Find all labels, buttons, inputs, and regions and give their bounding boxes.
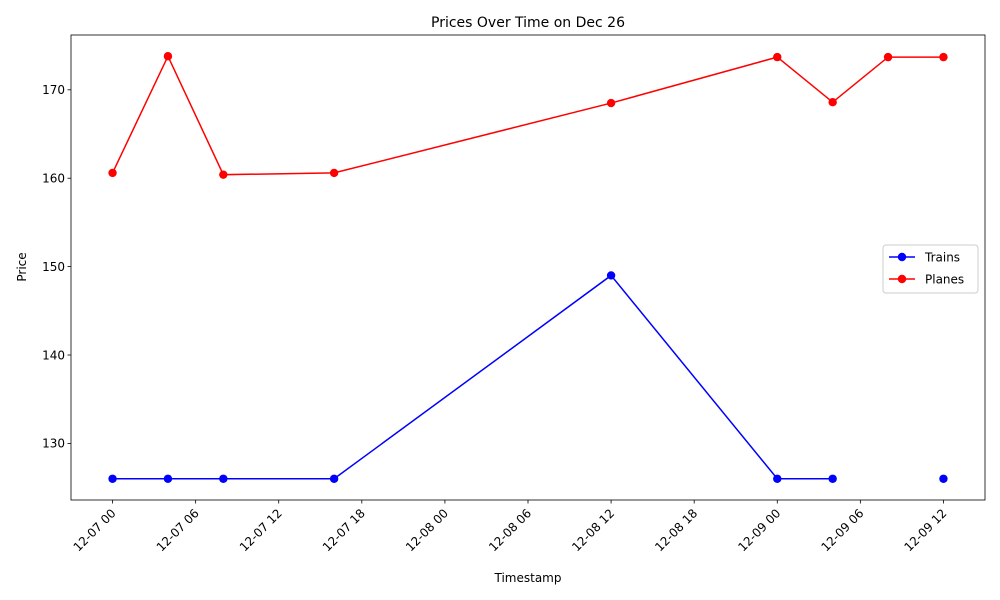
data-point-trains-3	[329, 474, 339, 483]
legend-marker-trains	[897, 252, 907, 262]
y-tick-label-1: 140	[42, 348, 65, 362]
legend: Trains Planes	[882, 244, 979, 294]
data-point-planes-5	[773, 52, 782, 62]
data-point-planes-8	[939, 52, 948, 62]
data-point-trains-5	[773, 474, 782, 483]
data-point-planes-7	[883, 52, 893, 62]
y-tick-label-2: 150	[42, 260, 65, 274]
data-point-trains-4	[606, 271, 616, 280]
data-point-planes-3	[329, 168, 339, 178]
data-point-trains-1	[163, 474, 173, 483]
data-point-trains-7	[939, 474, 948, 483]
y-tick-label-3: 160	[42, 172, 65, 186]
plot-layer	[108, 52, 948, 483]
data-point-planes-2	[219, 170, 228, 179]
data-point-trains-6	[828, 474, 837, 483]
data-point-planes-1	[163, 52, 173, 61]
legend-label-planes: Planes	[925, 272, 964, 286]
y-tick-label-4: 170	[42, 83, 65, 97]
y-axis-title: Price	[15, 252, 29, 281]
data-point-trains-2	[219, 474, 228, 483]
y-tick-label-0: 130	[42, 437, 65, 451]
data-point-planes-0	[108, 168, 117, 178]
chart-title: Prices Over Time on Dec 26	[431, 15, 625, 31]
data-point-planes-6	[828, 97, 837, 107]
legend-marker-planes	[897, 274, 907, 284]
x-axis-title: Timestamp	[494, 571, 562, 585]
legend-label-trains: Trains	[924, 250, 960, 264]
data-point-planes-4	[606, 98, 616, 108]
data-point-trains-0	[108, 474, 117, 483]
